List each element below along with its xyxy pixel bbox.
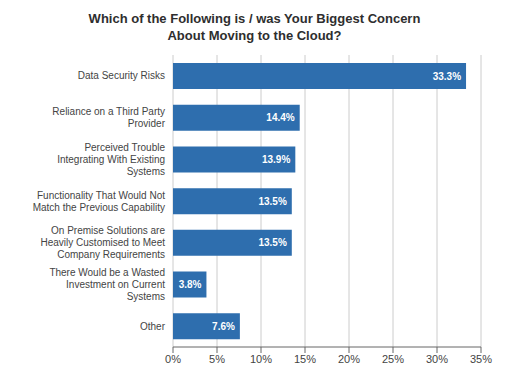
svg-text:3.8%: 3.8% (179, 279, 202, 290)
svg-text:13.5%: 13.5% (258, 196, 286, 207)
html-text:Which of the Following is / wa: Which of the Following is / was Your Big… (88, 11, 421, 43)
svg-text:Data Security Risks: Data Security Risks (78, 70, 165, 81)
svg-text:7.6%: 7.6% (212, 321, 235, 332)
svg-text:35%: 35% (470, 353, 492, 365)
svg-text:5%: 5% (209, 353, 225, 365)
svg-text:There Would be a WastedInvestm: There Would be a WastedInvestment on Cur… (49, 267, 165, 302)
svg-text:Perceived TroubleIntegrating W: Perceived TroubleIntegrating With Existi… (57, 142, 165, 177)
svg-text:Other: Other (140, 321, 166, 332)
svg-text:10%: 10% (250, 353, 272, 365)
svg-text:On Premise Solutions areHeavil: On Premise Solutions areHeavily Customis… (41, 225, 166, 260)
svg-text:15%: 15% (294, 353, 316, 365)
svg-text:33.3%: 33.3% (433, 71, 461, 82)
svg-text:Functionality That Would NotMa: Functionality That Would NotMatch the Pr… (33, 190, 166, 213)
svg-text:0%: 0% (165, 353, 181, 365)
svg-text:Reliance on a Third PartyProvi: Reliance on a Third PartyProvider (52, 106, 165, 129)
svg-text:30%: 30% (426, 353, 448, 365)
svg-text:14.4%: 14.4% (266, 112, 294, 123)
svg-text:25%: 25% (382, 353, 404, 365)
svg-text:13.5%: 13.5% (258, 237, 286, 248)
svg-text:13.9%: 13.9% (262, 154, 290, 165)
svg-text:20%: 20% (338, 353, 360, 365)
